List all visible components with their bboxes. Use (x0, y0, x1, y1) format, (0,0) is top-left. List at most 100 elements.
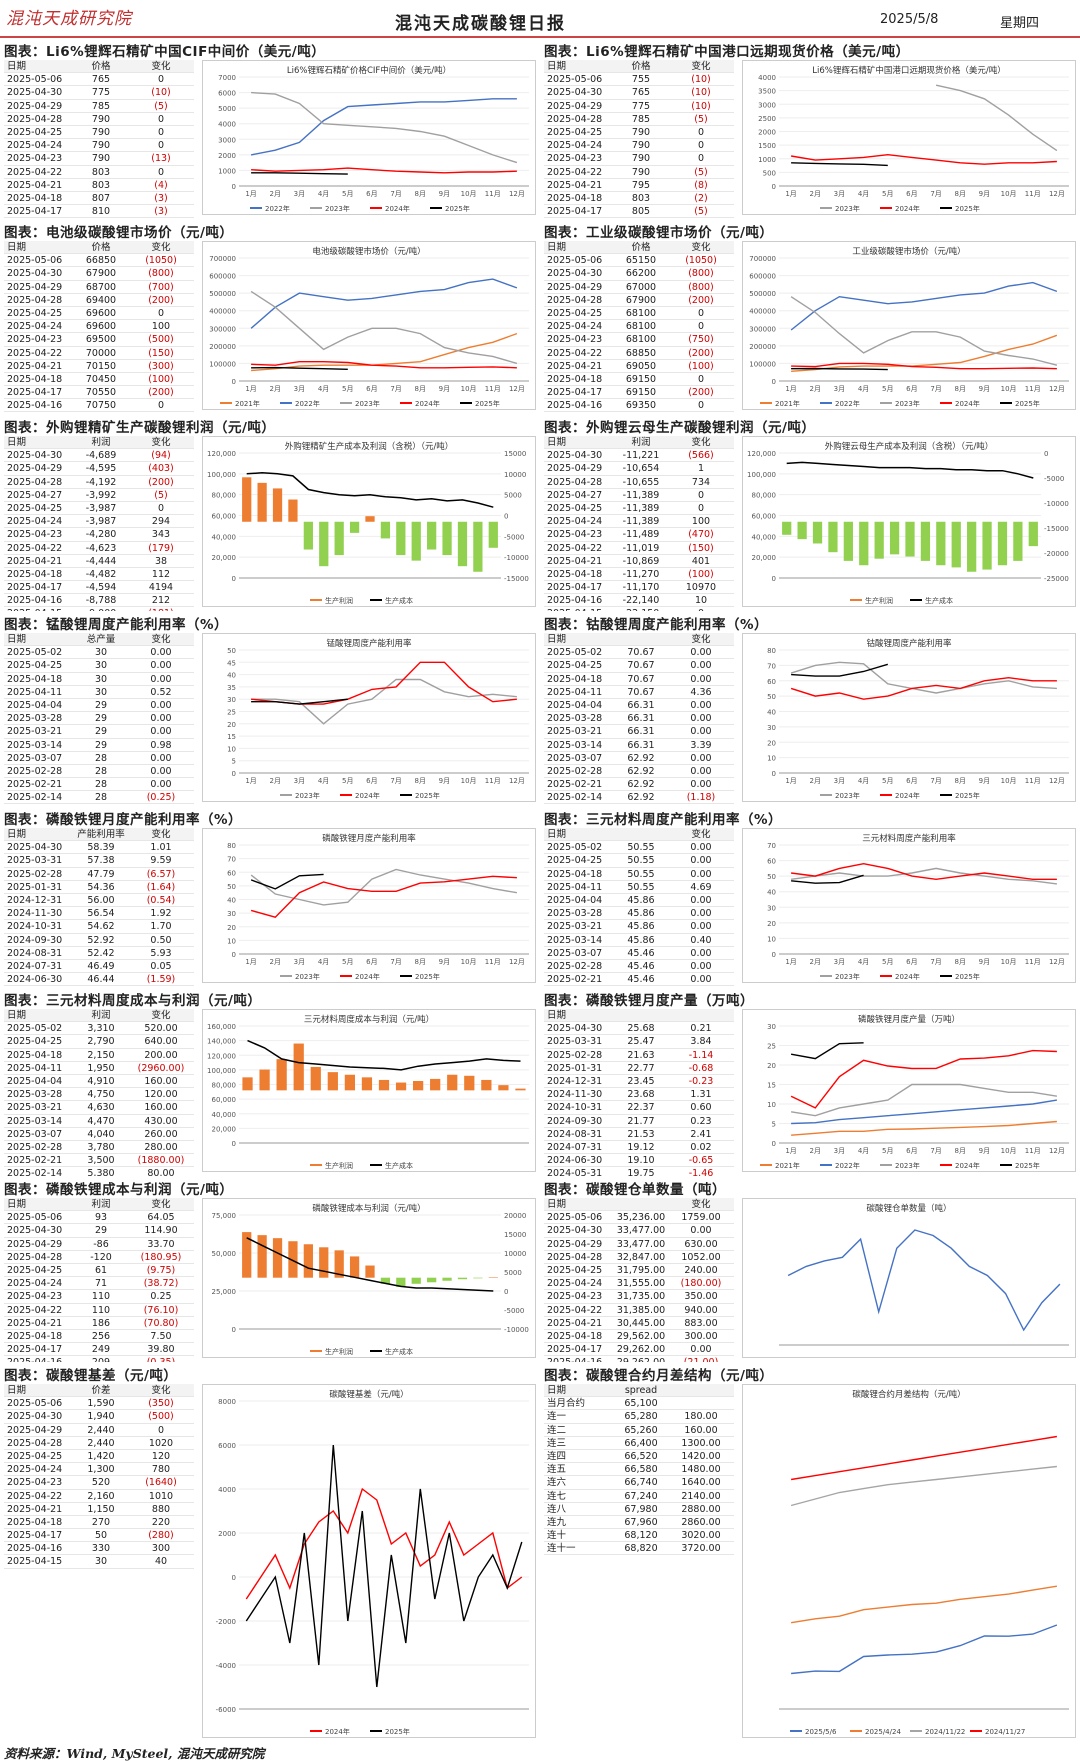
table-cell: -11,489 (622, 529, 660, 541)
table-cell: 755 (631, 74, 651, 86)
table-cell: 23.68 (627, 1089, 655, 1101)
table-row: 2025-04-28 790 0 (4, 113, 194, 126)
panel-title: 图表：钴酸锂周度产能利用率（%） (544, 617, 769, 633)
table-cell: 66.31 (627, 739, 655, 751)
table-row: 2025-05-06 35,236.00 1759.00 (544, 1211, 734, 1225)
table-cell: (6.57) (146, 868, 176, 880)
column-header (672, 1009, 730, 1021)
y-tick-label: 100,000 (207, 471, 236, 479)
profit-bar (334, 1250, 344, 1278)
x-tick-label: 7月 (390, 385, 401, 393)
table-cell: 2025-04-22 (7, 1304, 63, 1316)
table-row: 2025-04-11 30 0.52 (4, 686, 194, 699)
table-cell: (800) (688, 281, 714, 293)
y-tick-label: 140,000 (207, 1038, 236, 1046)
x-tick-label: 2月 (270, 190, 281, 198)
table-cell: -10,869 (622, 555, 660, 567)
table-cell: 0.05 (150, 960, 172, 972)
x-tick-label: 11月 (1025, 1147, 1041, 1155)
y-tick-label: 10 (227, 937, 236, 945)
table-row: 2025-03-14 66.31 3.39 (544, 739, 734, 752)
chart-panel: 图表：碳酸锂合约月差结构（元/吨） 日期 spread 当月合约 65,100 连一 65,… (542, 1362, 1080, 1742)
table-cell: 2025-02-28 (547, 960, 603, 972)
chart-svg: 0 20,000 40,000 60,000 80,000 100,000 120,000 1… (207, 1023, 529, 1170)
table-row: 2025-03-07 62.92 0.00 (544, 752, 734, 765)
table-cell: 1010 (148, 1490, 174, 1502)
table-row: 2025-03-31 25.47 3.84 (544, 1035, 734, 1049)
table-cell: 2025-02-28 (547, 765, 603, 777)
table-cell: 0.00 (150, 779, 172, 791)
column-header: 利润 (91, 1010, 111, 1021)
table-cell: 5.93 (150, 947, 172, 959)
table-row: 2025-04-30 -11,221 (566) (544, 449, 734, 463)
table-cell: 2025-04-28 (7, 294, 63, 306)
x-tick-label: 12月 (509, 777, 525, 785)
table-row: 2024-12-31 23.45 -0.23 (544, 1075, 734, 1089)
column-header: 价差 (91, 1385, 111, 1396)
y2-tick-label: 15000 (504, 450, 526, 458)
data-table: 日期 2025-04-30 25.68 0.21 2025-03-31 25.47 3.84… (544, 1009, 734, 1176)
x-tick-label: 11月 (485, 958, 501, 966)
table-row: 2024-10-31 22.37 0.60 (544, 1101, 734, 1115)
table-row: 2025-04-25 -3,987 0 (4, 502, 194, 516)
table-cell: 0.98 (150, 739, 172, 751)
y-tick-label: 500000 (209, 290, 236, 298)
table-cell: 当月合约 (547, 1398, 586, 1410)
y-tick-label: 600000 (209, 273, 236, 281)
profit-bar (257, 482, 267, 522)
table-cell: 2025-04-30 (547, 87, 603, 99)
x-tick-label: 1月 (245, 385, 256, 393)
table-cell: (1050) (145, 255, 177, 267)
table-row: 2025-03-07 4,040 260.00 (4, 1128, 194, 1141)
table-cell: 2025-04-22 (7, 1490, 63, 1502)
y2-tick-label: 5000 (504, 1269, 522, 1277)
table-header: 日期 (544, 1009, 734, 1023)
x-tick-label: 11月 (1025, 958, 1041, 966)
table-cell: -11,170 (622, 582, 660, 594)
series-line (791, 1120, 1057, 1136)
y-tick-label: 15 (767, 1082, 776, 1090)
table-cell: 112 (151, 568, 171, 580)
table-cell: 883.00 (684, 1317, 718, 1329)
x-tick-label: 9月 (979, 190, 990, 198)
x-tick-label: 4月 (318, 385, 329, 393)
table-row: 2025-02-28 3,780 280.00 (4, 1141, 194, 1155)
table-cell: 2024-08-31 (547, 1128, 603, 1140)
table-cell: 0 (157, 74, 165, 86)
table-cell: 2025-04-30 (7, 1225, 63, 1237)
table-row: 2025-03-28 4,750 120.00 (4, 1088, 194, 1102)
table-row: 连五 66,580 1480.00 (544, 1463, 734, 1477)
table-cell: (300) (148, 360, 174, 372)
table-cell: 2025-04-23 (7, 1291, 63, 1303)
table-cell: 70.67 (627, 660, 655, 672)
table-cell: 0 (697, 126, 705, 138)
table-cell (672, 1397, 730, 1409)
column-header: 日期 (7, 1199, 27, 1210)
series-line (790, 1042, 864, 1060)
table-cell: 2025-04-30 (7, 1411, 63, 1423)
table-cell: 1.31 (690, 1089, 712, 1101)
table-cell: 186 (91, 1317, 111, 1329)
table-row: 2024-05-31 19.75 -1.46 (544, 1167, 734, 1176)
table-cell: 2025-04-21 (7, 1317, 63, 1329)
y-tick-label: 10 (767, 935, 776, 943)
x-tick-label: 7月 (930, 958, 941, 966)
table-cell: 2025-04-29 (547, 100, 603, 112)
y-tick-label: 6000 (218, 1442, 236, 1450)
table-cell: 2025-04-25 (7, 502, 63, 514)
series-line (250, 98, 517, 156)
table-cell: 0.00 (690, 673, 712, 685)
table-cell: (750) (688, 334, 714, 346)
x-tick-label: 6月 (366, 958, 377, 966)
series-line (251, 678, 517, 725)
table-row: 2024-09-30 21.77 0.23 (544, 1115, 734, 1128)
table-row: 2025-05-02 50.55 0.00 (544, 841, 734, 855)
y-tick-label: 35 (227, 684, 236, 692)
column-header: 日期 (7, 634, 27, 645)
table-cell: -11,389 (622, 502, 660, 514)
table-cell: 2025-04-29 (7, 1238, 63, 1250)
series-line (250, 278, 518, 329)
table-cell: 2025-04-24 (547, 140, 603, 152)
table-cell: 32,847.00 (616, 1251, 666, 1263)
table-cell: 0 (157, 1424, 165, 1436)
